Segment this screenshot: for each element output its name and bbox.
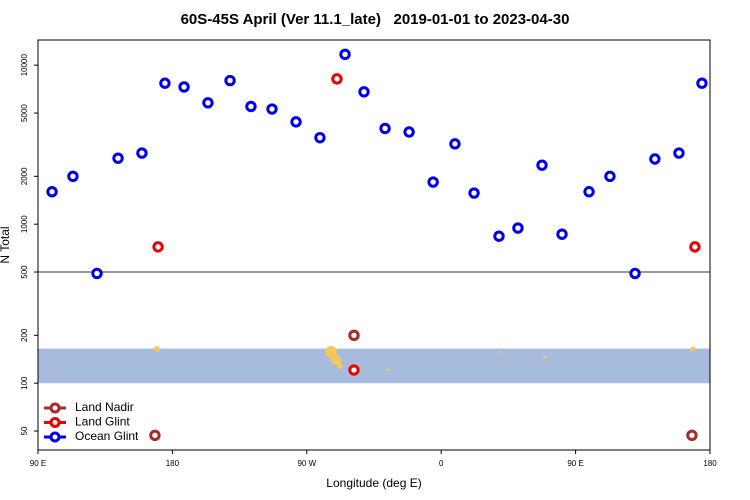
data-point bbox=[696, 77, 708, 89]
plot-frame bbox=[37, 39, 711, 451]
x-tick-label: 180 bbox=[703, 459, 717, 468]
y-axis-label: N Total bbox=[0, 226, 12, 263]
land-patch bbox=[690, 346, 696, 352]
y-tick-label: 50 bbox=[20, 426, 29, 435]
data-point bbox=[403, 126, 415, 138]
data-point bbox=[112, 152, 124, 164]
data-point bbox=[556, 228, 568, 240]
data-point bbox=[358, 86, 370, 98]
land-patch bbox=[386, 368, 390, 372]
data-point bbox=[649, 153, 661, 165]
data-point bbox=[149, 429, 161, 442]
y-tick-label: 5000 bbox=[20, 104, 29, 122]
x-axis-label: Longitude (deg E) bbox=[326, 476, 421, 490]
data-point bbox=[449, 138, 461, 150]
legend-label: Land Glint bbox=[75, 415, 130, 429]
y-tick-label: 10000 bbox=[20, 54, 29, 77]
data-point bbox=[245, 100, 257, 113]
y-tick-label: 200 bbox=[20, 328, 29, 342]
x-tick-label: 0 bbox=[439, 459, 444, 468]
x-tick-label: 180 bbox=[166, 459, 180, 468]
y-tick-label: 1000 bbox=[20, 215, 29, 233]
land-patch bbox=[543, 355, 547, 359]
legend-marker bbox=[49, 402, 61, 414]
data-point bbox=[91, 267, 103, 280]
data-point bbox=[686, 429, 698, 442]
data-point bbox=[512, 222, 524, 234]
data-point bbox=[136, 147, 148, 159]
land-patch bbox=[325, 346, 337, 358]
x-tick-label: 90 E bbox=[30, 459, 46, 468]
data-point bbox=[379, 122, 391, 135]
land-patch bbox=[498, 351, 500, 353]
data-point bbox=[536, 159, 548, 171]
land-patch bbox=[154, 346, 160, 352]
data-point bbox=[67, 170, 79, 183]
data-point bbox=[224, 74, 236, 87]
y-tick-label: 500 bbox=[20, 265, 29, 279]
data-point bbox=[427, 176, 439, 188]
data-point bbox=[46, 186, 58, 198]
data-point bbox=[314, 131, 326, 144]
data-point bbox=[339, 48, 351, 61]
x-tick-label: 90 W bbox=[297, 459, 316, 468]
legend-label: Land Nadir bbox=[75, 400, 134, 414]
data-point bbox=[266, 103, 278, 115]
data-point bbox=[689, 241, 701, 253]
data-point bbox=[348, 364, 360, 376]
data-point bbox=[629, 267, 641, 280]
data-point bbox=[673, 147, 685, 159]
legend-marker bbox=[49, 431, 61, 443]
data-point bbox=[348, 329, 360, 342]
data-point bbox=[583, 186, 595, 198]
y-tick-label: 100 bbox=[20, 376, 29, 390]
data-point bbox=[604, 170, 616, 183]
data-point bbox=[159, 77, 171, 89]
legend-label: Ocean Glint bbox=[75, 429, 139, 443]
shaded-band bbox=[38, 348, 710, 384]
land-patch bbox=[331, 355, 341, 365]
data-point bbox=[331, 73, 343, 85]
y-tick-label: 2000 bbox=[20, 167, 29, 185]
legend-marker bbox=[49, 417, 61, 428]
data-point bbox=[202, 97, 214, 109]
data-point bbox=[468, 187, 480, 199]
x-tick-label: 90 E bbox=[567, 459, 583, 468]
data-point bbox=[152, 241, 164, 253]
data-point bbox=[178, 81, 190, 93]
data-point bbox=[290, 116, 302, 128]
land-patch bbox=[337, 363, 343, 369]
data-point bbox=[493, 230, 505, 242]
chart-title: 60S-45S April (Ver 11.1_late) 2019-01-01… bbox=[181, 11, 570, 28]
